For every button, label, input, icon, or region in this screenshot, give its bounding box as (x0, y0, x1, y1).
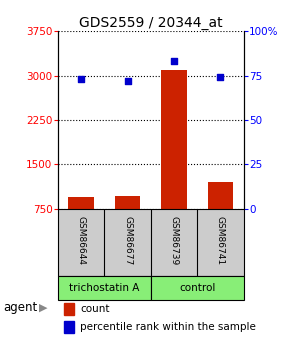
Bar (115, 196, 140, 253)
Bar (64, 321, 74, 333)
Point (125, 78, 130, 83)
Text: GSM86677: GSM86677 (123, 216, 132, 266)
Bar (68, 197, 94, 253)
Text: GSM86644: GSM86644 (77, 216, 86, 265)
Text: control: control (179, 283, 215, 293)
Bar (64, 303, 74, 315)
Bar (161, 70, 187, 253)
Title: GDS2559 / 20344_at: GDS2559 / 20344_at (79, 16, 223, 30)
Point (79, 76, 84, 82)
Bar (151, 276, 244, 300)
Text: percentile rank within the sample: percentile rank within the sample (80, 322, 256, 332)
Point (218, 75, 223, 80)
Text: count: count (80, 304, 110, 314)
Text: trichostatin A: trichostatin A (69, 283, 139, 293)
Text: GSM86741: GSM86741 (216, 216, 225, 265)
Bar (208, 182, 233, 253)
Text: agent: agent (3, 301, 37, 314)
Text: GSM86739: GSM86739 (169, 216, 179, 266)
Point (172, 59, 176, 64)
Text: ▶: ▶ (39, 303, 48, 313)
Bar (58, 276, 151, 300)
